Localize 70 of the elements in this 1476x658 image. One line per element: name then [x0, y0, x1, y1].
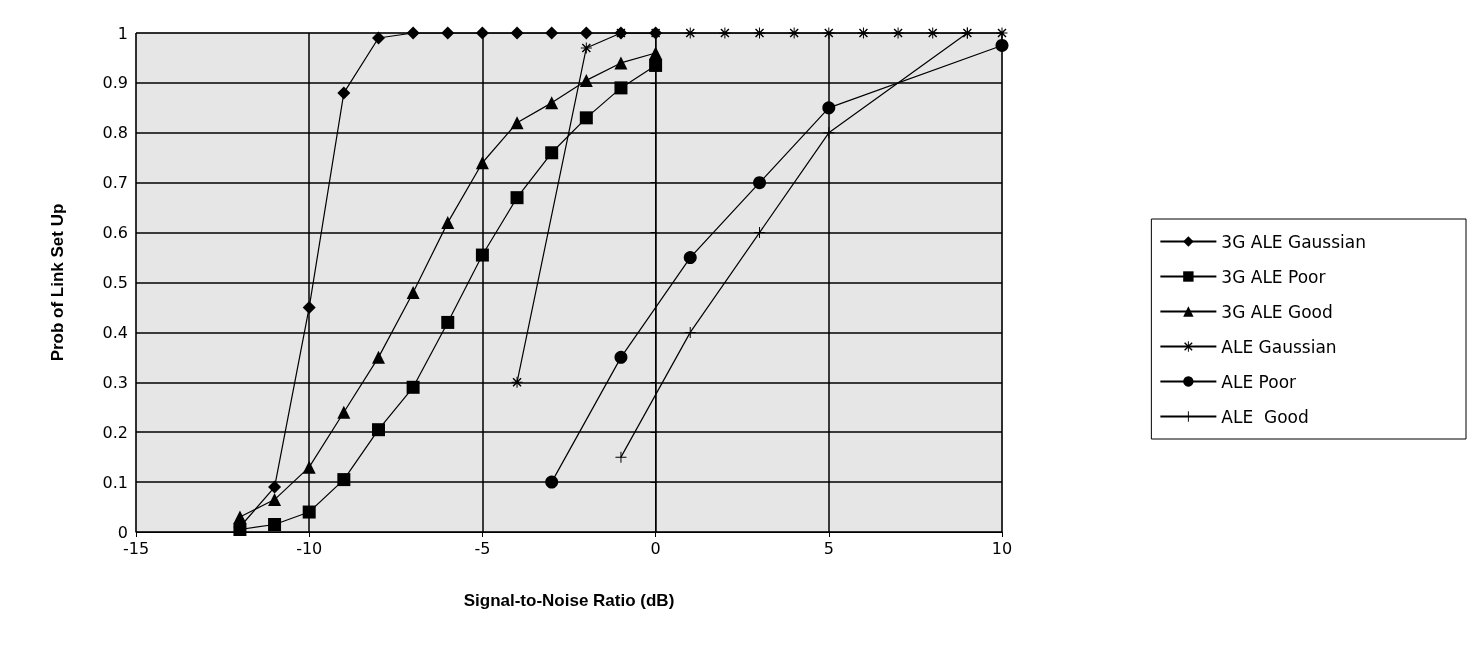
point [545, 475, 559, 489]
y-tick-label: 0.8 [102, 123, 128, 143]
point [406, 26, 420, 40]
point [614, 350, 628, 364]
point [822, 101, 836, 115]
point [995, 38, 1009, 52]
point [684, 326, 696, 338]
y-tick-label: 0.9 [102, 73, 128, 93]
point [579, 73, 593, 87]
point [614, 81, 628, 95]
x-tick-label: 10 [991, 538, 1013, 558]
x-axis-title: Signal-to-Noise Ratio (dB) [463, 591, 675, 610]
x-tick-label: 5 [823, 538, 834, 558]
point [233, 510, 247, 524]
point [545, 146, 559, 160]
x-tick-label: 0 [650, 538, 661, 558]
point [371, 31, 385, 45]
legend-label: 3G ALE Poor [1221, 266, 1326, 287]
y-tick-label: 0.5 [102, 273, 128, 292]
y-axis-title: Prob of Link Set Up [48, 203, 67, 362]
y-tick-label: 0.4 [102, 322, 128, 342]
point [649, 58, 663, 72]
point [337, 405, 351, 419]
y-tick-label: 0.1 [102, 472, 128, 492]
point [406, 380, 420, 394]
legend-label: 3G ALE Gaussian [1221, 231, 1367, 252]
point [510, 26, 524, 40]
point [475, 26, 489, 40]
point [511, 376, 523, 388]
legend-label: 3G ALE Good [1221, 301, 1333, 322]
legend-label: ALE Good [1221, 406, 1309, 427]
point [302, 460, 316, 474]
point [268, 480, 282, 494]
legend-label: ALE Gaussian [1221, 336, 1337, 357]
point [753, 176, 767, 190]
point [683, 251, 697, 265]
point [649, 46, 663, 60]
point [545, 96, 559, 110]
y-tick-label: 1 [117, 23, 128, 43]
y-tick-label: 0.2 [102, 422, 128, 442]
legend-label: ALE Poor [1221, 371, 1297, 392]
point [475, 156, 489, 170]
point [441, 216, 455, 230]
point [441, 26, 455, 40]
y-tick-label: 0.7 [102, 173, 128, 193]
point [268, 493, 282, 507]
point [268, 518, 282, 532]
point [614, 56, 628, 70]
y-tick-label: 0.6 [102, 223, 128, 243]
point [441, 315, 455, 329]
point [579, 111, 593, 125]
point [475, 248, 489, 262]
point [510, 116, 524, 130]
point [337, 86, 351, 100]
point [754, 227, 766, 239]
point [545, 26, 559, 40]
point [406, 285, 420, 299]
point [371, 350, 385, 364]
point [823, 127, 835, 139]
x-tick-label: -5 [474, 538, 491, 558]
x-tick-label: -10 [296, 538, 323, 558]
point [580, 42, 592, 54]
point [302, 300, 316, 314]
point [371, 423, 385, 437]
point [510, 191, 524, 205]
point [337, 473, 351, 487]
point [579, 26, 593, 40]
point [302, 505, 316, 519]
point [615, 451, 627, 463]
y-tick-label: 0.3 [102, 372, 128, 392]
